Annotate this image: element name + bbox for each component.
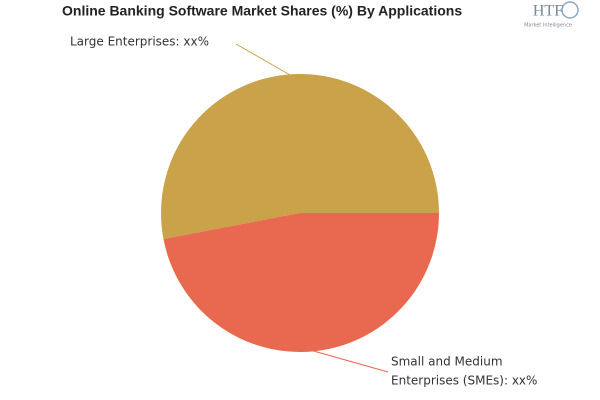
slice-label: Large Enterprises: xx%	[70, 35, 209, 49]
logo-subtitle: Market Intelligence	[524, 23, 572, 29]
logo-mark: HTF	[533, 3, 563, 20]
chart-title: Online Banking Software Market Shares (%…	[62, 3, 462, 19]
pie-slice	[163, 213, 439, 353]
logo: HTF Market Intelligence	[524, 1, 579, 29]
leader-line	[235, 43, 291, 76]
logo-icon	[561, 1, 579, 19]
pie-slice	[161, 74, 439, 240]
leader-line	[309, 349, 389, 373]
slice-label: Small and Medium	[391, 355, 503, 369]
slice-label: Enterprises (SMEs): xx%	[391, 374, 537, 388]
